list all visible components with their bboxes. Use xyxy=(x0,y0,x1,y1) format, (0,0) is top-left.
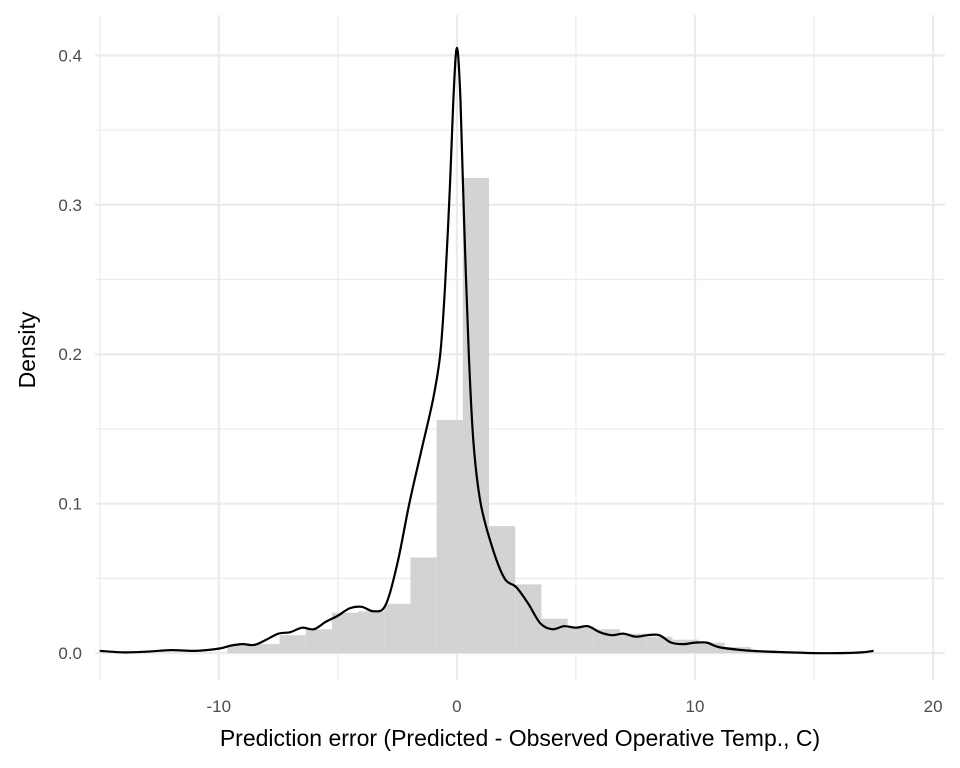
density-curve-layer xyxy=(99,46,874,655)
x-tick-label: 0 xyxy=(452,697,461,716)
y-tick-label: 0.2 xyxy=(58,345,82,364)
histogram-bar xyxy=(279,635,306,654)
minor-gridlines xyxy=(95,15,945,680)
histogram-bar xyxy=(384,603,411,654)
histogram-bar xyxy=(253,644,280,654)
histogram-bars xyxy=(227,177,778,654)
x-tick-label: 10 xyxy=(686,697,705,716)
histogram-bar xyxy=(698,642,725,654)
x-tick-label: -10 xyxy=(207,697,232,716)
histogram-bar xyxy=(227,645,254,654)
histogram-bar xyxy=(331,612,359,654)
histogram-bar xyxy=(593,629,620,654)
x-axis-title: Prediction error (Predicted - Observed O… xyxy=(220,725,820,751)
y-axis-tick-labels: 0.0 0.1 0.2 0.3 0.4 xyxy=(58,46,82,663)
histogram-bar xyxy=(305,629,332,654)
histogram-bar xyxy=(436,419,463,654)
histogram-bar xyxy=(358,611,385,654)
y-tick-label: 0.1 xyxy=(58,495,82,514)
histogram-bar xyxy=(462,177,490,654)
histogram-bar xyxy=(567,626,594,654)
histogram-bar xyxy=(541,618,568,654)
histogram-bar xyxy=(410,557,437,654)
major-gridlines xyxy=(95,15,945,680)
y-axis-title: Density xyxy=(14,311,40,388)
y-tick-label: 0.3 xyxy=(58,196,82,215)
histogram-bar xyxy=(489,526,516,654)
histogram-bar xyxy=(646,636,673,654)
y-tick-label: 0.0 xyxy=(58,644,82,663)
x-tick-label: 20 xyxy=(924,697,943,716)
y-tick-label: 0.4 xyxy=(58,46,82,65)
histogram-bar xyxy=(620,633,647,654)
x-axis-tick-labels: -10 0 10 20 xyxy=(207,697,943,716)
density-curve xyxy=(99,46,874,655)
